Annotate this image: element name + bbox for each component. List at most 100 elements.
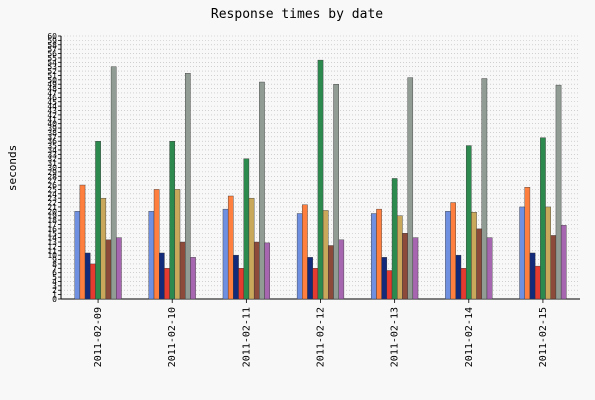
bar [445, 211, 451, 300]
bar [238, 268, 244, 300]
bar [322, 210, 329, 300]
y-tick-label: 7 [52, 264, 57, 273]
bar [307, 257, 313, 300]
bar [540, 137, 546, 300]
y-tick-label: 34 [47, 146, 57, 155]
bar [79, 184, 86, 300]
y-tick-label: 41 [47, 115, 57, 124]
bar [371, 213, 377, 300]
y-tick-label: 38 [47, 128, 57, 137]
y-tick-label: 40 [47, 120, 57, 129]
y-tick-label: 1 [52, 291, 57, 300]
bar [465, 145, 472, 300]
y-tick-label: 6 [52, 269, 57, 278]
y-tick-label: 15 [47, 229, 57, 238]
x-tick-label: 2011-02-11 [241, 307, 252, 367]
y-tick-label: 5 [52, 273, 57, 282]
y-tick-label: 18 [47, 216, 57, 225]
y-tick-label: 11 [47, 247, 57, 256]
bar [148, 211, 155, 300]
bar [560, 225, 567, 300]
y-tick-label: 56 [47, 50, 57, 59]
y-tick-label: 3 [52, 282, 57, 291]
bar [460, 268, 467, 300]
x-tick-label: 2011-02-13 [390, 307, 401, 367]
bar [386, 270, 393, 300]
bar [550, 235, 557, 300]
y-tick-label: 23 [47, 194, 57, 203]
y-tick-label: 21 [47, 203, 57, 212]
bar [222, 208, 229, 300]
x-tick-label: 2011-02-14 [464, 307, 475, 367]
y-axis-label: seconds [6, 145, 19, 191]
bar [328, 245, 334, 300]
bar [412, 237, 419, 300]
bar [545, 206, 551, 300]
bar [227, 195, 234, 300]
bar [190, 257, 196, 300]
y-tick-label: 55 [47, 54, 57, 63]
y-tick-label: 48 [47, 85, 57, 94]
y-tick-label: 28 [47, 172, 57, 181]
bar [95, 140, 101, 300]
bar [105, 239, 112, 300]
bar [233, 254, 239, 300]
bar [253, 241, 260, 300]
bar [90, 263, 96, 300]
bar [116, 237, 122, 300]
bar [555, 84, 562, 300]
bar [243, 158, 250, 300]
bar [481, 78, 488, 300]
y-tick-label: 43 [47, 107, 57, 116]
y-tick-label: 59 [47, 36, 57, 45]
bar [391, 178, 398, 300]
y-tick-label: 54 [47, 58, 57, 67]
bar [476, 228, 482, 300]
y-tick-label: 42 [47, 111, 57, 120]
bar [74, 211, 81, 300]
bar [153, 189, 160, 300]
y-tick-label: 9 [52, 256, 57, 265]
y-tick-label: 49 [47, 80, 57, 89]
y-tick-label: 60 [47, 32, 57, 41]
y-tick-label: 35 [47, 142, 57, 151]
y-tick-label: 0 [52, 295, 57, 304]
bar [248, 197, 255, 300]
y-tick-label: 22 [47, 199, 57, 208]
bar [402, 233, 408, 300]
bar [259, 81, 265, 300]
bar [164, 268, 170, 300]
y-tick-label: 20 [47, 207, 57, 216]
bar [471, 212, 477, 300]
y-tick-label: 25 [47, 185, 57, 194]
x-tick-label: 2011-02-12 [316, 307, 327, 367]
y-tick-label: 51 [47, 71, 57, 80]
bar [376, 208, 382, 300]
y-tick-label: 36 [47, 137, 57, 146]
bar [296, 213, 303, 300]
y-tick-label: 45 [47, 98, 57, 107]
y-tick-label: 13 [47, 238, 57, 247]
bar [455, 254, 462, 300]
y-tick-label: 52 [47, 67, 57, 76]
bar [524, 187, 531, 300]
bar [159, 252, 165, 300]
bar [264, 242, 270, 300]
bar [185, 73, 191, 300]
y-tick-label: 39 [47, 124, 57, 133]
y-tick-label: 31 [47, 159, 57, 168]
bar [450, 202, 456, 300]
y-tick-label: 16 [47, 225, 57, 234]
y-tick-label: 58 [47, 41, 57, 50]
y-tick-label: 53 [47, 63, 57, 72]
bar [338, 239, 345, 300]
bar [381, 257, 388, 300]
y-tick-label: 2 [52, 286, 57, 295]
y-tick-label: 4 [52, 277, 57, 286]
chart-title: Response times by date [211, 7, 383, 22]
bar [317, 59, 324, 300]
bar [519, 206, 525, 300]
y-tick-label: 29 [47, 168, 57, 177]
bar [110, 66, 117, 300]
